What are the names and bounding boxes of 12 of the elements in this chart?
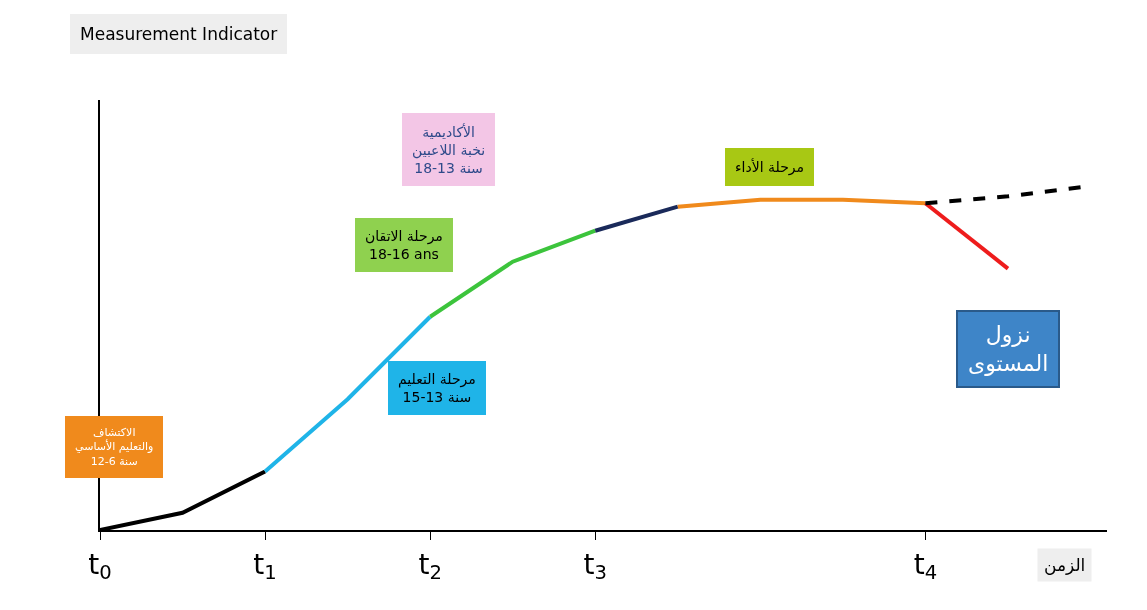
x-tick-label: t$_{4}$ — [913, 547, 938, 585]
annotation: الاكتشاف والتعليم الأساسي 12-6 سنة — [75, 426, 154, 468]
x-tick-label: t$_{3}$ — [583, 547, 607, 585]
text: مرحلة الأداء — [735, 158, 805, 176]
x-tick-label: t$_{0}$ — [88, 547, 112, 585]
x-axis-title: الزمن — [1044, 555, 1086, 575]
annotation: مرحلة التعليم 15-13 سنة — [398, 371, 476, 406]
annotation: نزول المستوى — [968, 322, 1049, 376]
text: الأكاديمية نخبة اللاعبين 18-13 سنة — [412, 123, 486, 177]
x-tick-label: t$_{2}$ — [418, 547, 442, 585]
x-tick-label: t$_{1}$ — [253, 547, 277, 585]
text: Measurement Indicator — [80, 24, 278, 44]
